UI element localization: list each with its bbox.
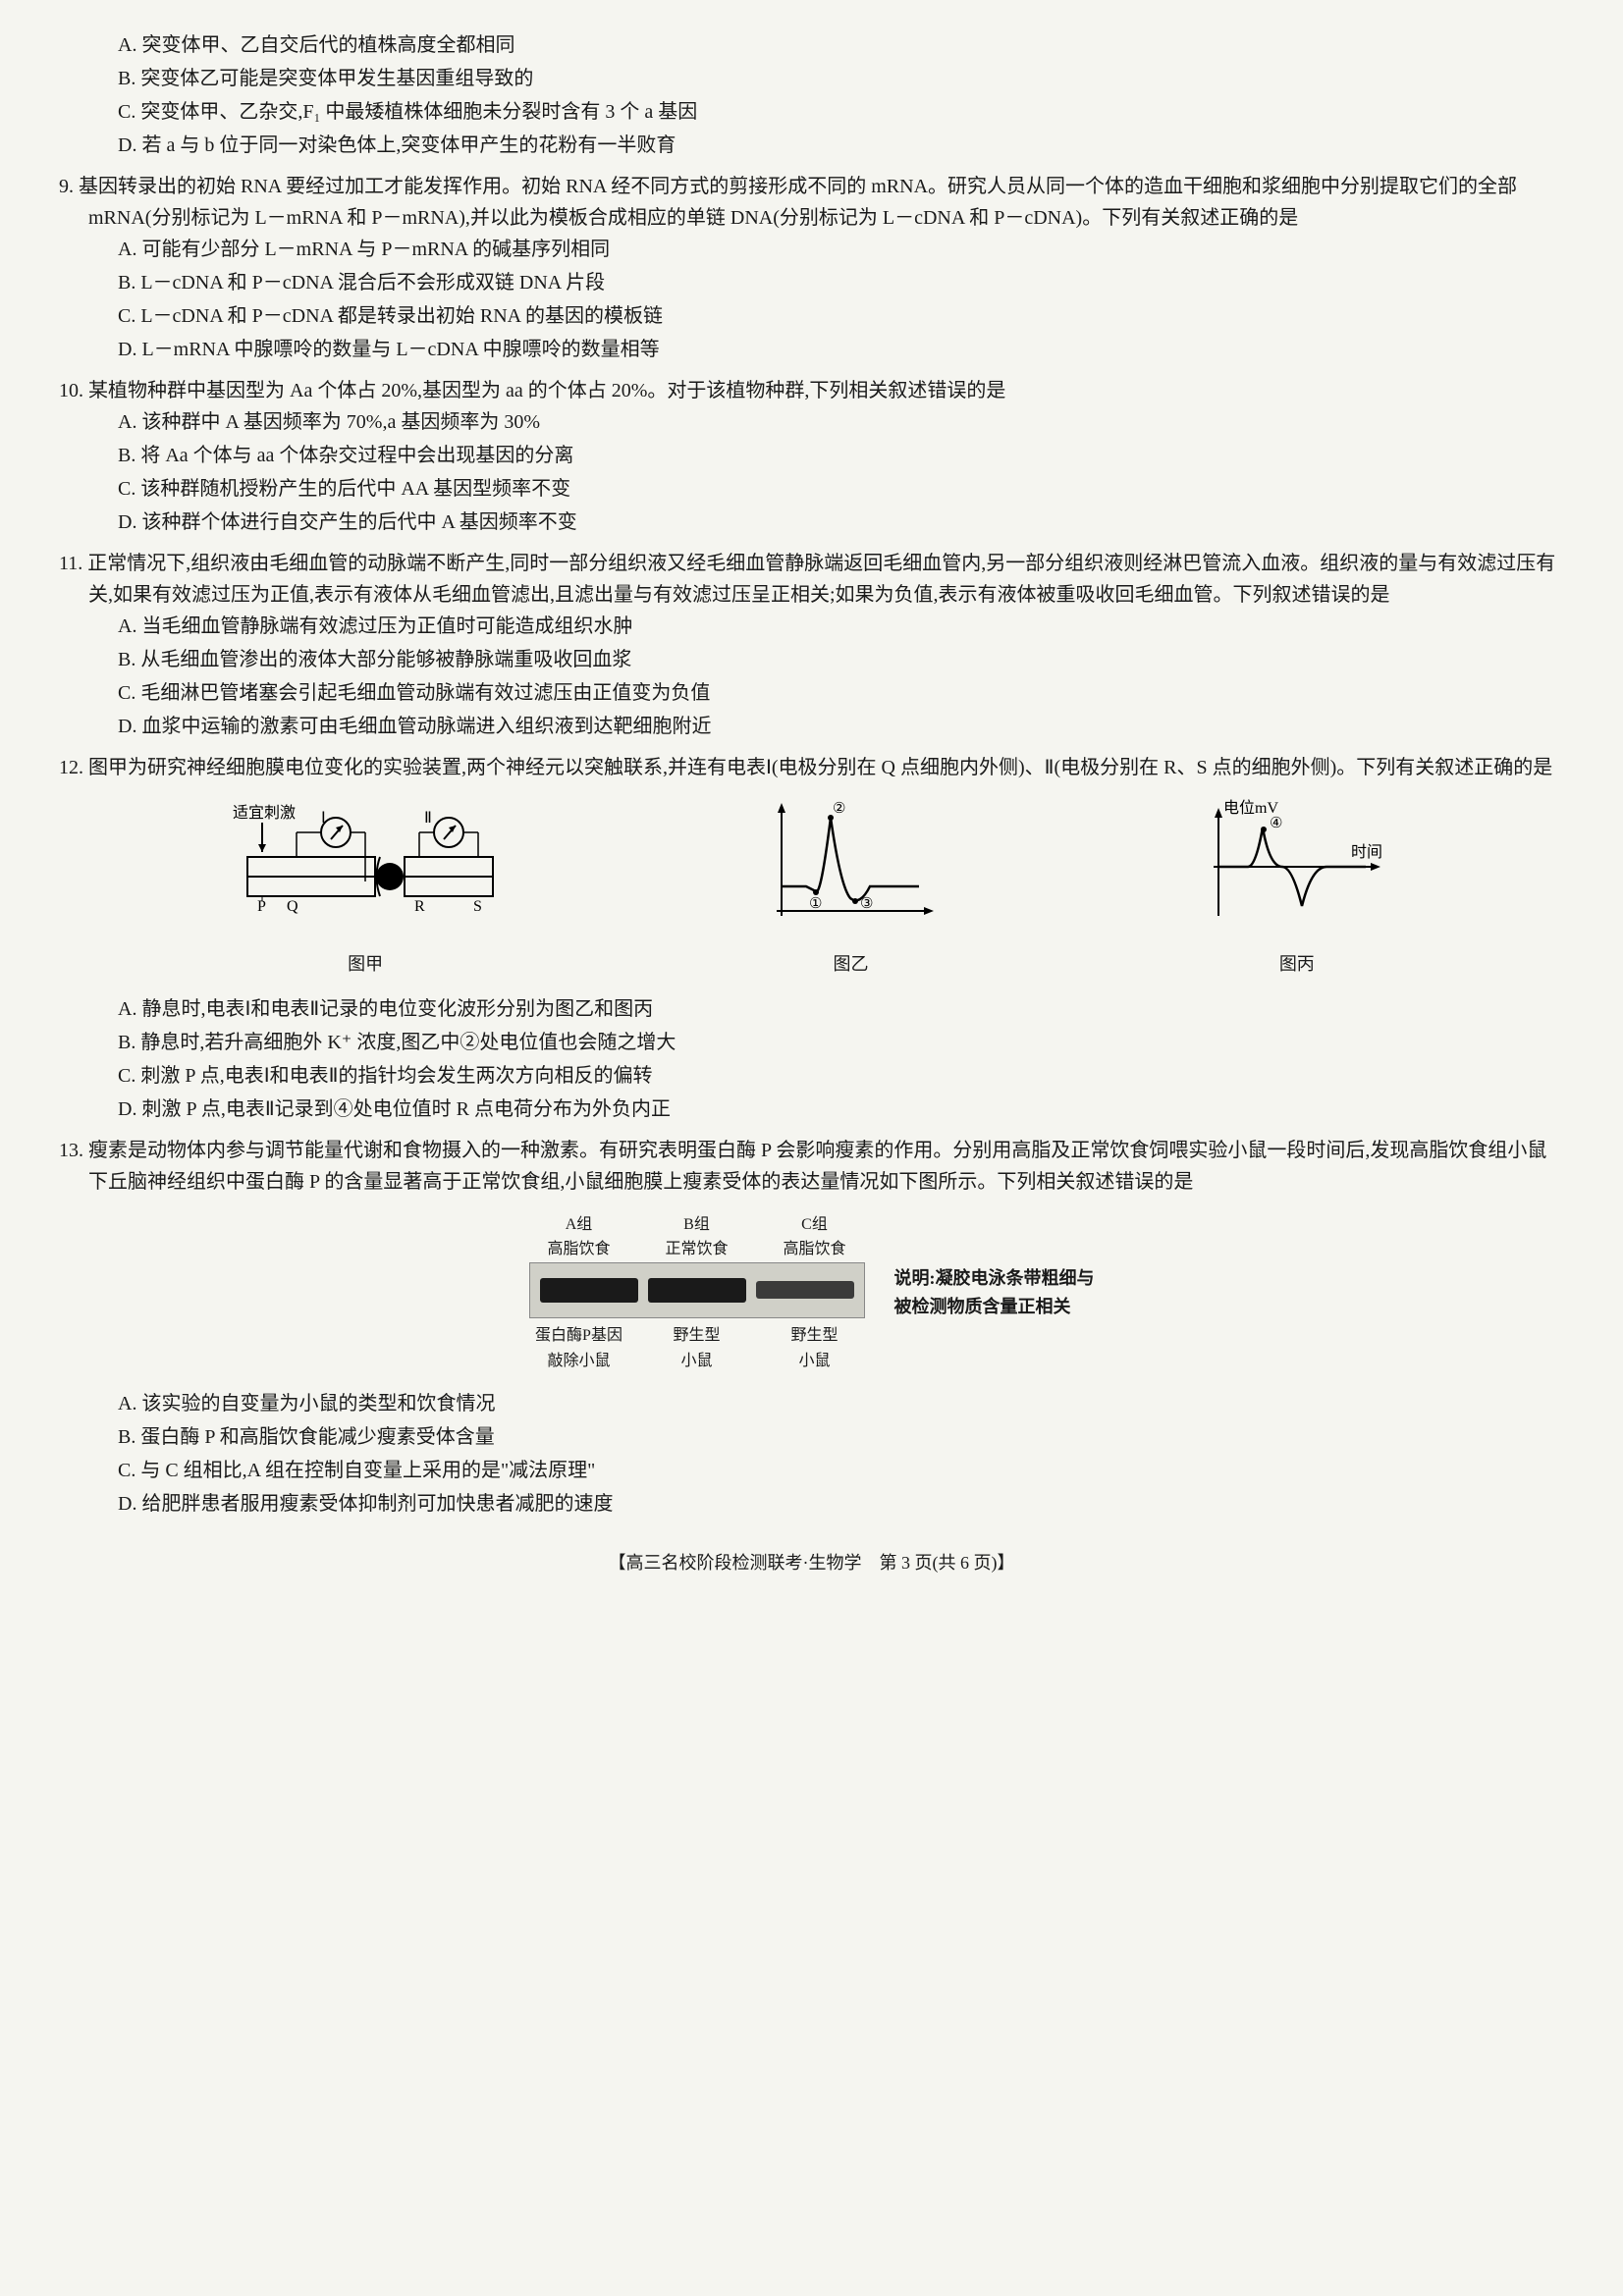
gel-groupC-top: C组 高脂饮食 <box>771 1212 859 1262</box>
page-footer: 【高三名校阶段检测联考·生物学 第 3 页(共 6 页)】 <box>59 1549 1564 1577</box>
svg-text:电位mV: 电位mV <box>1223 799 1278 817</box>
option-13C: C. 与 C 组相比,A 组在控制自变量上采用的是"减法原理" <box>59 1455 1564 1486</box>
question-9-text: 9. 基因转录出的初始 RNA 要经过加工才能发挥作用。初始 RNA 经不同方式… <box>59 171 1564 234</box>
figure-jia: 适宜刺激 Ⅰ P Q <box>228 798 503 979</box>
question-10-text: 10. 某植物种群中基因型为 Aa 个体占 20%,基因型为 aa 的个体占 2… <box>59 375 1564 406</box>
svg-text:②: ② <box>833 801 845 817</box>
gel-labelA-bot: 蛋白酶P基因 敲除小鼠 <box>535 1323 623 1373</box>
diagram-bing-svg: 电位mV 时间 ④ <box>1199 798 1395 935</box>
option-11D: D. 血浆中运输的激素可由毛细血管动脉端进入组织液到达靶细胞附近 <box>59 711 1564 742</box>
question-11: 11. 正常情况下,组织液由毛细血管的动脉端不断产生,同时一部分组织液又经毛细血… <box>59 548 1564 742</box>
option-13A: A. 该实验的自变量为小鼠的类型和饮食情况 <box>59 1388 1564 1419</box>
svg-text:③: ③ <box>860 896 873 912</box>
option-8A: A. 突变体甲、乙自交后代的植株高度全都相同 <box>59 29 1564 61</box>
gel-bands <box>529 1262 865 1318</box>
gel-labelB-bot: 野生型 小鼠 <box>653 1323 741 1373</box>
question-12: 12. 图甲为研究神经细胞膜电位变化的实验装置,两个神经元以突触联系,并连有电表… <box>59 752 1564 1125</box>
option-11B: B. 从毛细血管渗出的液体大部分能够被静脉端重吸收回血浆 <box>59 644 1564 675</box>
question-13-text: 13. 瘦素是动物体内参与调节能量代谢和食物摄入的一种激素。有研究表明蛋白酶 P… <box>59 1135 1564 1198</box>
figure-yi-label: 图乙 <box>762 950 939 979</box>
gel-band-C <box>756 1281 854 1299</box>
question-9: 9. 基因转录出的初始 RNA 要经过加工才能发挥作用。初始 RNA 经不同方式… <box>59 171 1564 365</box>
svg-text:R: R <box>414 898 425 915</box>
option-9A: A. 可能有少部分 L－mRNA 与 P－mRNA 的碱基序列相同 <box>59 234 1564 265</box>
question-11-text: 11. 正常情况下,组织液由毛细血管的动脉端不断产生,同时一部分组织液又经毛细血… <box>59 548 1564 611</box>
option-12C: C. 刺激 P 点,电表Ⅰ和电表Ⅱ的指针均会发生两次方向相反的偏转 <box>59 1060 1564 1092</box>
option-12D: D. 刺激 P 点,电表Ⅱ记录到④处电位值时 R 点电荷分布为外负内正 <box>59 1094 1564 1125</box>
svg-text:时间: 时间 <box>1351 843 1382 861</box>
figure-bing: 电位mV 时间 ④ 图丙 <box>1199 798 1395 979</box>
svg-text:Q: Q <box>287 898 298 915</box>
option-8B: B. 突变体乙可能是突变体甲发生基因重组导致的 <box>59 63 1564 94</box>
option-9D: D. L－mRNA 中腺嘌呤的数量与 L－cDNA 中腺嘌呤的数量相等 <box>59 334 1564 365</box>
svg-text:Ⅱ: Ⅱ <box>424 810 432 827</box>
gel-top-labels: A组 高脂饮食 B组 正常饮食 C组 高脂饮食 <box>535 1212 859 1262</box>
question-12-text: 12. 图甲为研究神经细胞膜电位变化的实验装置,两个神经元以突触联系,并连有电表… <box>59 752 1564 783</box>
option-11C: C. 毛细淋巴管堵塞会引起毛细血管动脉端有效过滤压由正值变为负值 <box>59 677 1564 709</box>
option-10A: A. 该种群中 A 基因频率为 70%,a 基因频率为 30% <box>59 406 1564 438</box>
diagram-jia-svg: 适宜刺激 Ⅰ P Q <box>228 798 503 935</box>
option-11A: A. 当毛细血管静脉端有效滤过压为正值时可能造成组织水肿 <box>59 611 1564 642</box>
gel-band-A <box>540 1278 638 1303</box>
option-9C: C. L－cDNA 和 P－cDNA 都是转录出初始 RNA 的基因的模板链 <box>59 300 1564 332</box>
gel-figure: A组 高脂饮食 B组 正常饮食 C组 高脂饮食 蛋白酶P基因 <box>59 1212 1564 1373</box>
figure-bing-label: 图丙 <box>1199 950 1395 979</box>
figure-jia-label: 图甲 <box>228 950 503 979</box>
option-10B: B. 将 Aa 个体与 aa 个体杂交过程中会出现基因的分离 <box>59 440 1564 471</box>
figure-row-q12: 适宜刺激 Ⅰ P Q <box>59 798 1564 979</box>
option-10D: D. 该种群个体进行自交产生的后代中 A 基因频率不变 <box>59 507 1564 538</box>
option-9B: B. L－cDNA 和 P－cDNA 混合后不会形成双链 DNA 片段 <box>59 267 1564 298</box>
gel-image-block: A组 高脂饮食 B组 正常饮食 C组 高脂饮食 蛋白酶P基因 <box>529 1212 865 1373</box>
gel-caption: 说明:凝胶电泳条带粗细与 被检测物质含量正相关 <box>894 1264 1095 1321</box>
svg-text:④: ④ <box>1270 816 1282 831</box>
question-8-options: A. 突变体甲、乙自交后代的植株高度全都相同 B. 突变体乙可能是突变体甲发生基… <box>59 29 1564 161</box>
option-13B: B. 蛋白酶 P 和高脂饮食能减少瘦素受体含量 <box>59 1421 1564 1453</box>
gel-labelC-bot: 野生型 小鼠 <box>771 1323 859 1373</box>
gel-bottom-labels: 蛋白酶P基因 敲除小鼠 野生型 小鼠 野生型 小鼠 <box>535 1323 859 1373</box>
figure-yi: ① ② ③ 图乙 <box>762 798 939 979</box>
option-8C: C. 突变体甲、乙杂交,F₁ 中最矮植株体细胞未分裂时含有 3 个 a 基因 <box>59 96 1564 128</box>
svg-text:①: ① <box>809 896 822 912</box>
option-13D: D. 给肥胖患者服用瘦素受体抑制剂可加快患者减肥的速度 <box>59 1488 1564 1520</box>
option-10C: C. 该种群随机授粉产生的后代中 AA 基因型频率不变 <box>59 473 1564 505</box>
gel-groupB-top: B组 正常饮食 <box>653 1212 741 1262</box>
option-8D: D. 若 a 与 b 位于同一对染色体上,突变体甲产生的花粉有一半败育 <box>59 130 1564 161</box>
gel-band-B <box>648 1278 746 1303</box>
gel-groupA-top: A组 高脂饮食 <box>535 1212 623 1262</box>
option-12B: B. 静息时,若升高细胞外 K⁺ 浓度,图乙中②处电位值也会随之增大 <box>59 1027 1564 1058</box>
question-10: 10. 某植物种群中基因型为 Aa 个体占 20%,基因型为 aa 的个体占 2… <box>59 375 1564 538</box>
diagram-yi-svg: ① ② ③ <box>762 798 939 935</box>
svg-text:S: S <box>473 898 482 915</box>
stimulus-label: 适宜刺激 <box>233 804 296 822</box>
question-13: 13. 瘦素是动物体内参与调节能量代谢和食物摄入的一种激素。有研究表明蛋白酶 P… <box>59 1135 1564 1520</box>
option-12A: A. 静息时,电表Ⅰ和电表Ⅱ记录的电位变化波形分别为图乙和图丙 <box>59 993 1564 1025</box>
